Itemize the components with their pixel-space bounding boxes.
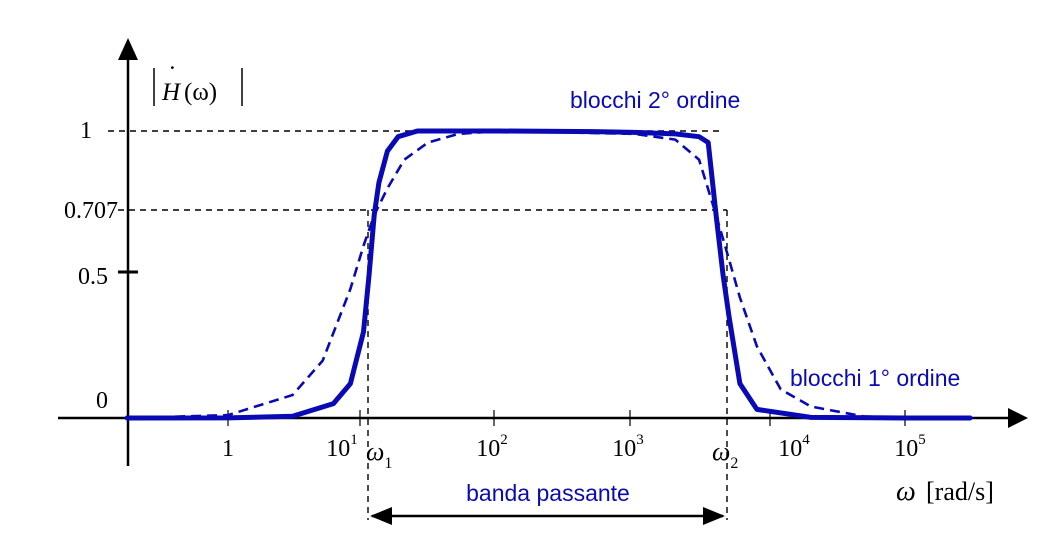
x-tick-label-1000-exp: 3 (636, 432, 644, 448)
x-tick-label-10: 101 (326, 432, 358, 462)
x-tick-label-10-base: 10 (326, 436, 350, 462)
x-axis-label-symbol: ω (896, 476, 916, 507)
y-axis-label-dot: ˙ (168, 61, 177, 90)
x-tick-label-1000-base: 10 (612, 436, 636, 462)
x-tick-label-100000: 105 (894, 432, 926, 462)
x-axis-arrowhead (1008, 408, 1028, 428)
x-axis-label-unit: [rad/s] (926, 477, 994, 506)
band-label: banda passante (466, 480, 630, 506)
y-tick-label-0.5: 0.5 (78, 264, 108, 290)
x-tick-label-10-exp: 1 (350, 432, 358, 448)
x-tick-label-100000-exp: 5 (918, 432, 926, 448)
cutoff-label-w1: ω1 (366, 437, 392, 472)
x-tick-label-100000-base: 10 (894, 436, 918, 462)
y-axis-label: H ˙ (ω) (153, 61, 243, 106)
x-tick-label-10000-exp: 4 (802, 432, 810, 448)
cutoff-label-w2: ω2 (712, 437, 738, 472)
y-axis-arrowhead (118, 38, 138, 60)
x-tick-label-100: 102 (476, 432, 508, 462)
curve-blocchi-2-ordine (124, 128, 973, 421)
cutoff-label-w2-symbol: ω (712, 437, 730, 466)
x-tick-label-100-base: 10 (476, 436, 500, 462)
y-tick-label-0.707: 0.707 (64, 198, 118, 224)
cutoff-label-w1-symbol: ω (366, 437, 384, 466)
y-tick-label-1: 1 (80, 118, 92, 144)
x-tick-label-1-base: 1 (222, 436, 234, 462)
x-tick-label-1: 1 (222, 436, 234, 462)
series-label-2-ordine: blocchi 2° ordine (570, 87, 740, 113)
cutoff-label-w1-sub: 1 (384, 455, 392, 472)
x-tick-label-10000-base: 10 (778, 436, 802, 462)
series-label-1-ordine: blocchi 1° ordine (790, 365, 960, 391)
band-arrowhead-left (370, 507, 392, 525)
band-arrowhead-right (703, 507, 725, 525)
x-tick-label-10000: 104 (778, 432, 810, 462)
x-tick-label-1000: 103 (612, 432, 644, 462)
y-axis-label-arg: (ω) (184, 79, 217, 106)
x-tick-label-100-exp: 2 (500, 432, 508, 448)
cutoff-label-w2-sub: 2 (730, 455, 738, 472)
y-tick-label-0: 0 (96, 388, 108, 414)
y-axis-label-h: H (161, 79, 182, 106)
